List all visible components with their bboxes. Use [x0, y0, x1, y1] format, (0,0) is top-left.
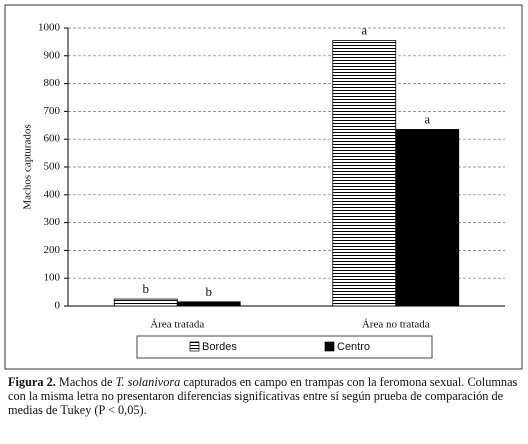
bar-letter: a [361, 22, 367, 37]
caption: Figura 2. Machos de T. solanivora captur… [8, 375, 520, 417]
bar [332, 40, 397, 307]
caption-species: T. solanivora [115, 375, 181, 389]
bar-letter: a [424, 111, 430, 126]
y-tick-label: 0 [55, 300, 61, 312]
y-tick-label: 600 [44, 133, 61, 145]
legend-swatch [324, 341, 335, 352]
x-tick-label: Área no tratada [362, 319, 430, 331]
legend-swatch [189, 341, 200, 352]
y-tick-label: 800 [44, 77, 61, 89]
bar [395, 129, 460, 307]
legend-box [136, 335, 433, 359]
legend-label: Centro [337, 341, 370, 353]
x-tick-label: Área tratada [150, 319, 204, 331]
bar-letter: b [206, 284, 213, 299]
bar [176, 301, 241, 307]
caption-text: Machos de [55, 375, 116, 389]
frame [4, 4, 523, 370]
y-tick-label: 300 [44, 216, 61, 228]
y-tick-label: 900 [44, 49, 61, 61]
y-tick-label: 500 [44, 161, 61, 173]
y-tick-label: 700 [44, 105, 61, 117]
y-tick-label: 1000 [38, 22, 61, 34]
bar [113, 298, 178, 307]
bar-letter: b [143, 281, 150, 296]
chart: Machos capturados 0 100 200 300 400 500 600 700… [4, 4, 523, 370]
legend-label: Bordes [202, 341, 237, 353]
y-tick-label: 100 [44, 272, 61, 284]
y-axis-label: Machos capturados [22, 124, 34, 209]
caption-text: capturados en campo en trampas con la fe… [8, 375, 518, 417]
caption-label: Figura 2. [8, 375, 56, 389]
y-tick-label: 400 [44, 188, 61, 200]
y-tick-label: 200 [44, 244, 61, 256]
